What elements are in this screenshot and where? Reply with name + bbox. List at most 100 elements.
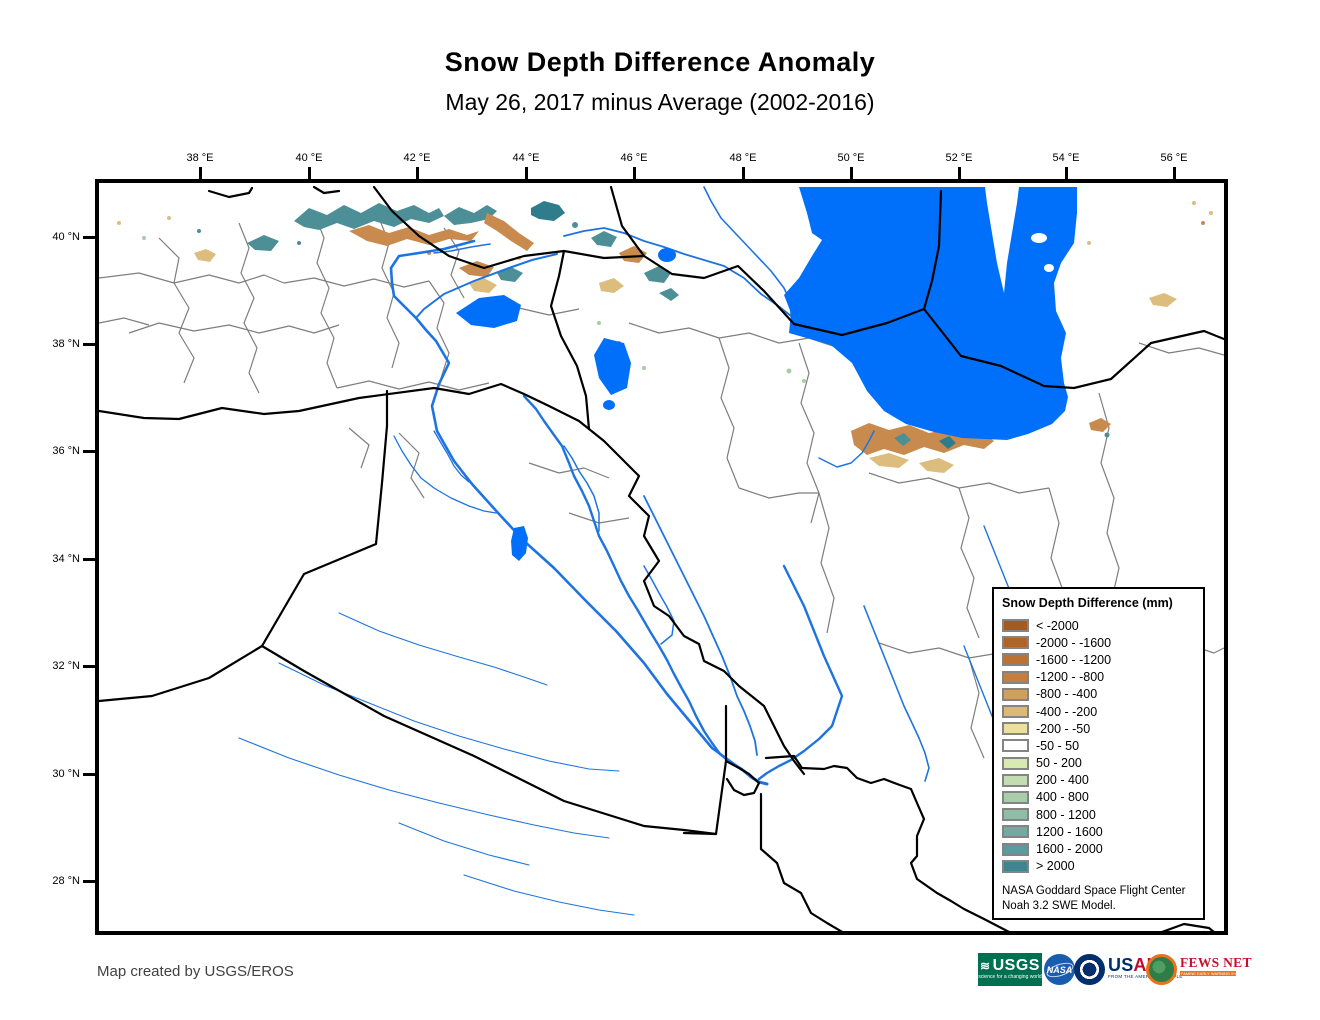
- kuwait-border: [724, 704, 761, 797]
- credit-text: Map created by USGS/EROS: [97, 963, 294, 980]
- karun-river: [757, 564, 844, 781]
- iran-turkmenistan-border: [922, 307, 1224, 390]
- left-axis-label: 38 °N: [52, 338, 80, 350]
- legend-source-line1: NASA Goddard Space Flight Center: [1002, 884, 1186, 897]
- legend-row: -1200 - -800: [1002, 669, 1199, 686]
- top-axis-label: 46 °E: [620, 152, 648, 164]
- legend-row: 400 - 800: [1002, 789, 1199, 806]
- legend-label: -50 - 50: [1036, 738, 1080, 753]
- legend-row: 1600 - 2000: [1002, 840, 1199, 857]
- legend-body: < -2000 -2000 - -1600 -1600 - -1200 -120…: [1002, 617, 1199, 875]
- left-axis-tick: [83, 664, 95, 668]
- top-axis-tick: [1064, 167, 1068, 179]
- legend-row: < -2000: [1002, 617, 1199, 634]
- legend-swatch: [1002, 653, 1029, 667]
- usaid-seal-icon: [1074, 954, 1105, 985]
- left-axis-tick: [83, 557, 95, 561]
- karkheh-river: [643, 495, 758, 756]
- legend-swatch: [1002, 705, 1029, 719]
- legend-label: 1200 - 1600: [1036, 824, 1103, 839]
- top-axis-tick: [1172, 167, 1176, 179]
- top-axis-tick: [957, 167, 961, 179]
- saudi-gulf-coast: [759, 792, 843, 931]
- left-axis-label: 32 °N: [52, 660, 80, 672]
- legend-swatch: [1002, 670, 1029, 684]
- legend: Snow Depth Difference (mm) < -2000 -2000…: [992, 587, 1205, 920]
- top-axis-label: 56 °E: [1160, 152, 1188, 164]
- legend-swatch: [1002, 636, 1029, 650]
- caspian-sea: [784, 187, 1077, 440]
- lake-sevan: [658, 248, 676, 262]
- iraq-saudi-border: [260, 644, 718, 836]
- left-axis-label: 30 °N: [52, 768, 80, 780]
- euphrates-river: [389, 239, 746, 773]
- nasa-logo: NASA: [1044, 954, 1075, 985]
- jordan-border: [99, 644, 264, 703]
- map-canvas: [99, 185, 1224, 931]
- top-axis-tick: [741, 167, 745, 179]
- top-axis-label: 40 °E: [295, 152, 323, 164]
- fewsnet-logo: FEWS NET FAMINE EARLY WARNING SYSTEMS NE…: [1180, 955, 1252, 976]
- lake-tharthar: [511, 526, 528, 561]
- legend-swatch: [1002, 825, 1029, 839]
- caspian-island: [1031, 233, 1047, 243]
- legend-swatch: [1002, 859, 1029, 873]
- nasa-logo-text: NASA: [1046, 964, 1073, 975]
- legend-row: -2000 - -1600: [1002, 634, 1199, 651]
- left-axis-label: 34 °N: [52, 553, 80, 565]
- tigris-river: [522, 394, 744, 771]
- legend-row: -50 - 50: [1002, 737, 1199, 754]
- legend-label: 1600 - 2000: [1036, 842, 1103, 857]
- legend-label: -1600 - -1200: [1036, 652, 1112, 667]
- legend-row: 50 - 200: [1002, 755, 1199, 772]
- legend-label: 400 - 800: [1036, 790, 1089, 805]
- legend-swatch: [1002, 790, 1029, 804]
- country-borders: [99, 185, 1224, 931]
- legend-source: NASA Goddard Space Flight Center Noah 3.…: [1002, 884, 1199, 914]
- legend-label: -1200 - -800: [1036, 670, 1105, 685]
- legend-row: > 2000: [1002, 858, 1199, 875]
- legend-label: < -2000: [1036, 618, 1079, 633]
- legend-label: -800 - -400: [1036, 687, 1098, 702]
- fewsnet-tagline: FAMINE EARLY WARNING SYSTEMS NETWORK: [1180, 971, 1236, 976]
- usgs-wave-icon: ≋: [980, 959, 991, 973]
- usaid-tagline: FROM THE AMERICAN PEOPLE: [1108, 974, 1183, 979]
- left-axis-label: 28 °N: [52, 875, 80, 887]
- legend-swatch: [1002, 722, 1029, 736]
- usgs-logo: ≋ USGS science for a changing world: [978, 953, 1042, 986]
- top-axis-tick: [198, 167, 202, 179]
- page-subtitle: May 26, 2017 minus Average (2002-2016): [445, 89, 875, 115]
- legend-row: -800 - -400: [1002, 686, 1199, 703]
- legend-label: -400 - -200: [1036, 704, 1098, 719]
- left-axis-label: 40 °N: [52, 231, 80, 243]
- top-axis-tick: [524, 167, 528, 179]
- top-axis-label: 48 °E: [729, 152, 757, 164]
- lake-urmia: [594, 338, 631, 395]
- legend-row: 800 - 1200: [1002, 806, 1199, 823]
- legend-title: Snow Depth Difference (mm): [1002, 596, 1173, 610]
- top-axis-tick: [415, 167, 419, 179]
- kura-river: [703, 186, 792, 317]
- left-axis-tick: [83, 342, 95, 346]
- legend-label: -200 - -50: [1036, 721, 1091, 736]
- anomaly-patches: [117, 201, 1213, 473]
- fewsnet-globe-icon: [1146, 954, 1177, 985]
- legend-label: -2000 - -1600: [1036, 635, 1112, 650]
- legend-swatch: [1002, 773, 1029, 787]
- left-axis-tick: [83, 879, 95, 883]
- top-axis-label: 38 °E: [186, 152, 214, 164]
- top-axis-label: 44 °E: [512, 152, 540, 164]
- left-axis-tick: [83, 772, 95, 776]
- legend-row: 1200 - 1600: [1002, 823, 1199, 840]
- top-axis-tick: [632, 167, 636, 179]
- top-axis-tick: [307, 167, 311, 179]
- legend-swatch: [1002, 739, 1029, 753]
- legend-swatch: [1002, 808, 1029, 822]
- fewsnet-logo-text: FEWS NET: [1180, 955, 1252, 970]
- top-axis-tick: [849, 167, 853, 179]
- legend-label: 800 - 1200: [1036, 807, 1096, 822]
- iraq-iran-border: [587, 427, 806, 776]
- turkey-iran-border: [549, 249, 591, 431]
- left-axis-label: 36 °N: [52, 445, 80, 457]
- lake-van: [456, 295, 521, 328]
